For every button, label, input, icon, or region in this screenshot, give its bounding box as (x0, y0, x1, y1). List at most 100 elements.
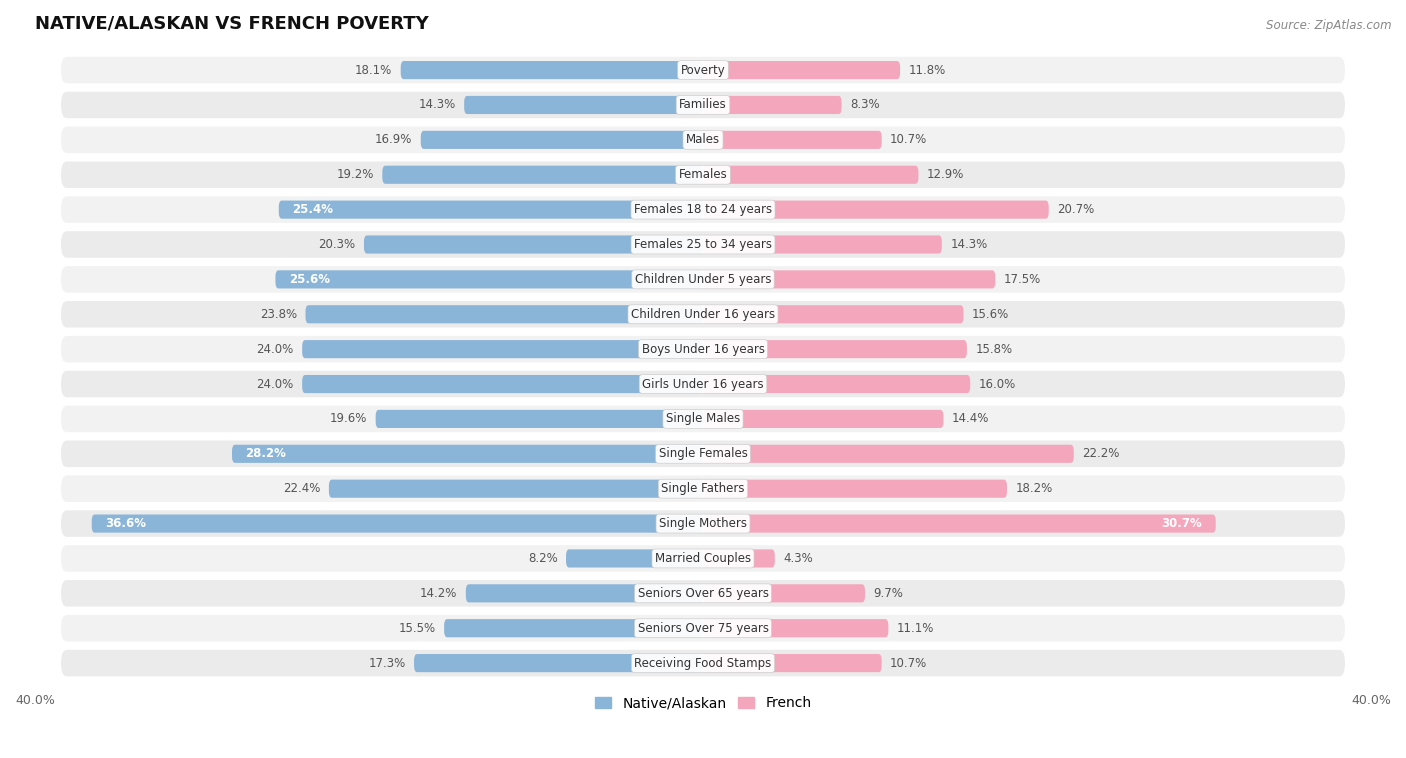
Text: 19.6%: 19.6% (330, 412, 367, 425)
FancyBboxPatch shape (60, 614, 1346, 643)
Text: 36.6%: 36.6% (105, 517, 146, 530)
Text: Married Couples: Married Couples (655, 552, 751, 565)
FancyBboxPatch shape (375, 410, 703, 428)
FancyBboxPatch shape (703, 619, 889, 637)
FancyBboxPatch shape (60, 265, 1346, 293)
FancyBboxPatch shape (364, 236, 703, 254)
Text: Single Mothers: Single Mothers (659, 517, 747, 530)
Text: 14.3%: 14.3% (950, 238, 987, 251)
Text: Source: ZipAtlas.com: Source: ZipAtlas.com (1267, 19, 1392, 32)
Text: Single Fathers: Single Fathers (661, 482, 745, 495)
FancyBboxPatch shape (60, 649, 1346, 678)
FancyBboxPatch shape (703, 480, 1007, 498)
FancyBboxPatch shape (703, 410, 943, 428)
Text: Children Under 16 years: Children Under 16 years (631, 308, 775, 321)
FancyBboxPatch shape (703, 340, 967, 359)
Text: 25.6%: 25.6% (288, 273, 330, 286)
Text: 12.9%: 12.9% (927, 168, 965, 181)
Text: Receiving Food Stamps: Receiving Food Stamps (634, 656, 772, 669)
Text: 8.2%: 8.2% (527, 552, 558, 565)
FancyBboxPatch shape (703, 96, 842, 114)
Text: 8.3%: 8.3% (851, 99, 880, 111)
FancyBboxPatch shape (60, 475, 1346, 503)
FancyBboxPatch shape (567, 550, 703, 568)
FancyBboxPatch shape (60, 161, 1346, 189)
Text: Families: Families (679, 99, 727, 111)
Text: Girls Under 16 years: Girls Under 16 years (643, 377, 763, 390)
Text: 18.1%: 18.1% (356, 64, 392, 77)
FancyBboxPatch shape (382, 166, 703, 183)
FancyBboxPatch shape (703, 550, 775, 568)
Text: Males: Males (686, 133, 720, 146)
FancyBboxPatch shape (302, 375, 703, 393)
Text: 24.0%: 24.0% (256, 377, 294, 390)
Text: Seniors Over 75 years: Seniors Over 75 years (637, 622, 769, 634)
FancyBboxPatch shape (703, 584, 865, 603)
FancyBboxPatch shape (91, 515, 703, 533)
Text: 15.8%: 15.8% (976, 343, 1012, 356)
Text: NATIVE/ALASKAN VS FRENCH POVERTY: NATIVE/ALASKAN VS FRENCH POVERTY (35, 15, 429, 33)
Text: 14.4%: 14.4% (952, 412, 990, 425)
Text: 9.7%: 9.7% (873, 587, 903, 600)
FancyBboxPatch shape (60, 509, 1346, 538)
FancyBboxPatch shape (232, 445, 703, 463)
FancyBboxPatch shape (703, 166, 918, 183)
FancyBboxPatch shape (703, 61, 900, 79)
FancyBboxPatch shape (703, 375, 970, 393)
FancyBboxPatch shape (420, 131, 703, 149)
FancyBboxPatch shape (703, 515, 1216, 533)
FancyBboxPatch shape (305, 305, 703, 324)
FancyBboxPatch shape (302, 340, 703, 359)
FancyBboxPatch shape (401, 61, 703, 79)
FancyBboxPatch shape (703, 236, 942, 254)
Text: 22.4%: 22.4% (283, 482, 321, 495)
Text: 14.3%: 14.3% (419, 99, 456, 111)
FancyBboxPatch shape (60, 91, 1346, 119)
FancyBboxPatch shape (703, 131, 882, 149)
Text: 25.4%: 25.4% (292, 203, 333, 216)
FancyBboxPatch shape (60, 300, 1346, 328)
Text: 30.7%: 30.7% (1161, 517, 1202, 530)
Text: 24.0%: 24.0% (256, 343, 294, 356)
Text: 10.7%: 10.7% (890, 656, 928, 669)
FancyBboxPatch shape (60, 405, 1346, 434)
Text: 15.5%: 15.5% (399, 622, 436, 634)
Text: Single Males: Single Males (666, 412, 740, 425)
Text: Seniors Over 65 years: Seniors Over 65 years (637, 587, 769, 600)
FancyBboxPatch shape (276, 271, 703, 289)
Text: 28.2%: 28.2% (246, 447, 287, 460)
Text: Children Under 5 years: Children Under 5 years (634, 273, 772, 286)
FancyBboxPatch shape (278, 201, 703, 219)
FancyBboxPatch shape (703, 201, 1049, 219)
Text: 15.6%: 15.6% (972, 308, 1010, 321)
Text: Single Females: Single Females (658, 447, 748, 460)
FancyBboxPatch shape (60, 335, 1346, 363)
FancyBboxPatch shape (60, 196, 1346, 224)
Text: 10.7%: 10.7% (890, 133, 928, 146)
Legend: Native/Alaskan, French: Native/Alaskan, French (589, 691, 817, 716)
Text: 16.0%: 16.0% (979, 377, 1015, 390)
Text: 18.2%: 18.2% (1015, 482, 1053, 495)
FancyBboxPatch shape (465, 584, 703, 603)
Text: 16.9%: 16.9% (375, 133, 412, 146)
FancyBboxPatch shape (703, 445, 1074, 463)
FancyBboxPatch shape (60, 56, 1346, 84)
Text: Females 18 to 24 years: Females 18 to 24 years (634, 203, 772, 216)
FancyBboxPatch shape (60, 579, 1346, 608)
Text: Females 25 to 34 years: Females 25 to 34 years (634, 238, 772, 251)
FancyBboxPatch shape (444, 619, 703, 637)
Text: Females: Females (679, 168, 727, 181)
Text: 4.3%: 4.3% (783, 552, 813, 565)
Text: 23.8%: 23.8% (260, 308, 297, 321)
Text: 20.7%: 20.7% (1057, 203, 1094, 216)
Text: Poverty: Poverty (681, 64, 725, 77)
FancyBboxPatch shape (60, 230, 1346, 258)
Text: 11.1%: 11.1% (897, 622, 934, 634)
Text: 22.2%: 22.2% (1083, 447, 1119, 460)
FancyBboxPatch shape (703, 654, 882, 672)
Text: 17.5%: 17.5% (1004, 273, 1040, 286)
Text: 11.8%: 11.8% (908, 64, 946, 77)
FancyBboxPatch shape (413, 654, 703, 672)
FancyBboxPatch shape (60, 126, 1346, 154)
FancyBboxPatch shape (60, 440, 1346, 468)
